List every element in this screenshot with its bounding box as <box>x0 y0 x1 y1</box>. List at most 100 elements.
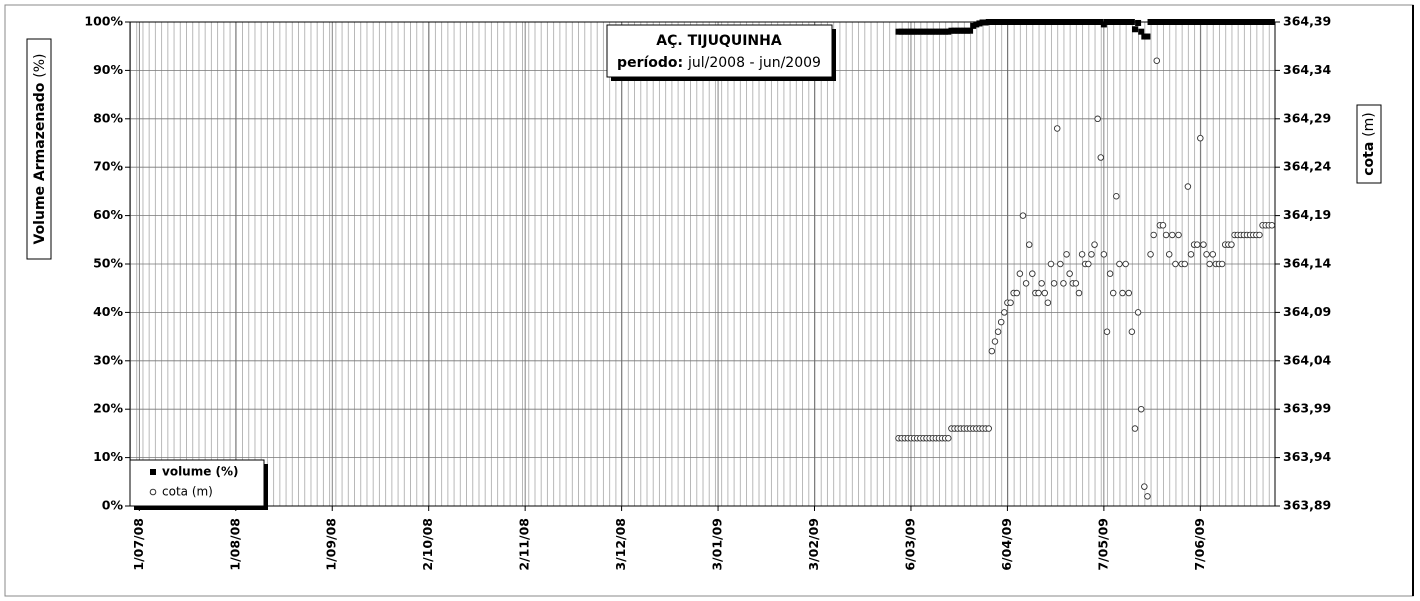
volume-point <box>1206 19 1213 25</box>
volume-point <box>935 28 942 35</box>
cota-point <box>1268 222 1276 229</box>
x-tick-label: 3/02/09 <box>806 518 821 571</box>
cota-point <box>1047 260 1055 268</box>
x-tick-label: 1/09/08 <box>324 518 339 571</box>
y2-axis-title: cota (m) <box>1356 104 1382 184</box>
volume-point <box>1147 19 1154 25</box>
volume-point <box>1268 19 1275 25</box>
volume-point <box>1240 19 1247 25</box>
cota-point <box>1007 299 1014 306</box>
volume-point <box>1203 19 1210 25</box>
volume-point <box>1181 19 1188 25</box>
cota-point <box>1072 280 1080 287</box>
y2-tick-label: 364,04 <box>1283 352 1332 367</box>
volume-point <box>1138 28 1145 35</box>
cota-point <box>1066 270 1073 277</box>
cota-point <box>1109 289 1117 297</box>
volume-point <box>967 27 974 34</box>
cota-point <box>1044 299 1052 306</box>
cota-point <box>1218 260 1226 268</box>
volume-point <box>1175 19 1182 25</box>
volume-point <box>988 19 995 25</box>
legend-marker <box>149 488 157 496</box>
y2-tick-label: 363,89 <box>1283 498 1331 513</box>
volume-point <box>895 28 902 35</box>
x-tick-label: 6/04/09 <box>999 518 1014 571</box>
volume-point <box>1150 19 1157 25</box>
volume-point <box>920 28 927 35</box>
cota-point <box>1038 280 1045 287</box>
legend-label: volume (%) <box>162 465 239 479</box>
legend-frame <box>129 459 265 507</box>
x-tick-label: 3/12/08 <box>613 518 628 571</box>
volume-point <box>1237 19 1244 25</box>
cota-point <box>1100 251 1108 258</box>
cota-point <box>1141 483 1148 490</box>
cota-point <box>1050 280 1058 287</box>
cota-point <box>1119 289 1126 297</box>
volume-point <box>1057 19 1064 25</box>
cota-point <box>1159 222 1167 229</box>
volume-point <box>898 28 905 35</box>
cota-point <box>1057 260 1064 268</box>
y2-tick-label: 364,24 <box>1283 159 1332 174</box>
volume-point <box>1234 19 1241 25</box>
cota-point <box>1029 270 1036 277</box>
volume-point <box>1212 19 1219 25</box>
volume-point <box>1079 19 1086 25</box>
volume-point <box>1097 19 1104 25</box>
cota-point <box>1206 260 1213 268</box>
volume-point <box>1066 19 1073 25</box>
y-tick-label: 80% <box>93 110 123 125</box>
y-tick-label: 10% <box>93 449 123 464</box>
cota-point <box>1203 251 1210 258</box>
volume-point <box>1035 19 1042 25</box>
volume-point <box>998 19 1005 25</box>
volume-point <box>979 19 986 26</box>
volume-point <box>1107 19 1114 25</box>
y-tick-label: 70% <box>93 159 123 174</box>
cota-point <box>1078 251 1086 258</box>
volume-point <box>1075 19 1082 25</box>
volume-point <box>1063 19 1070 25</box>
volume-point <box>1016 19 1023 25</box>
volume-point <box>1144 33 1151 40</box>
volume-point <box>926 28 933 35</box>
volume-point <box>1001 19 1008 25</box>
volume-point <box>1023 19 1030 25</box>
volume-point <box>1119 19 1126 25</box>
cota-point <box>1113 192 1120 200</box>
cota-point <box>1150 231 1157 239</box>
volume-point <box>1091 19 1098 25</box>
volume-point <box>951 27 958 34</box>
volume-point <box>914 28 921 35</box>
x-tick-label: 1/08/08 <box>227 518 242 571</box>
y-title-frame <box>26 38 52 260</box>
volume-point <box>945 28 952 35</box>
y2-tick-label: 364,34 <box>1283 62 1332 77</box>
volume-point <box>1256 19 1263 25</box>
cota-point <box>1075 289 1083 297</box>
legend-marker <box>150 469 156 475</box>
cota-point <box>1181 260 1189 268</box>
y2-tick-label: 363,99 <box>1283 401 1331 416</box>
cota-point <box>1035 289 1042 297</box>
volume-point <box>907 28 914 35</box>
volume-point <box>1159 19 1166 25</box>
volume-point <box>904 28 911 35</box>
volume-point <box>1013 19 1020 25</box>
title-box: AÇ. TIJUQUINHA período: jul/2008 - jun/2… <box>606 24 836 81</box>
volume-point <box>1178 19 1185 25</box>
subtitle-label: período: <box>617 55 683 71</box>
volume-point <box>995 19 1002 25</box>
volume-point <box>1262 19 1269 25</box>
volume-point <box>1209 19 1216 25</box>
cota-point <box>1131 425 1139 432</box>
cota-point <box>1094 115 1101 123</box>
volume-point <box>1032 19 1039 25</box>
volume-point <box>982 19 989 26</box>
cota-point <box>1175 231 1182 239</box>
cota-point <box>1019 212 1027 219</box>
cota-point <box>1137 405 1145 413</box>
volume-point <box>1250 19 1257 25</box>
